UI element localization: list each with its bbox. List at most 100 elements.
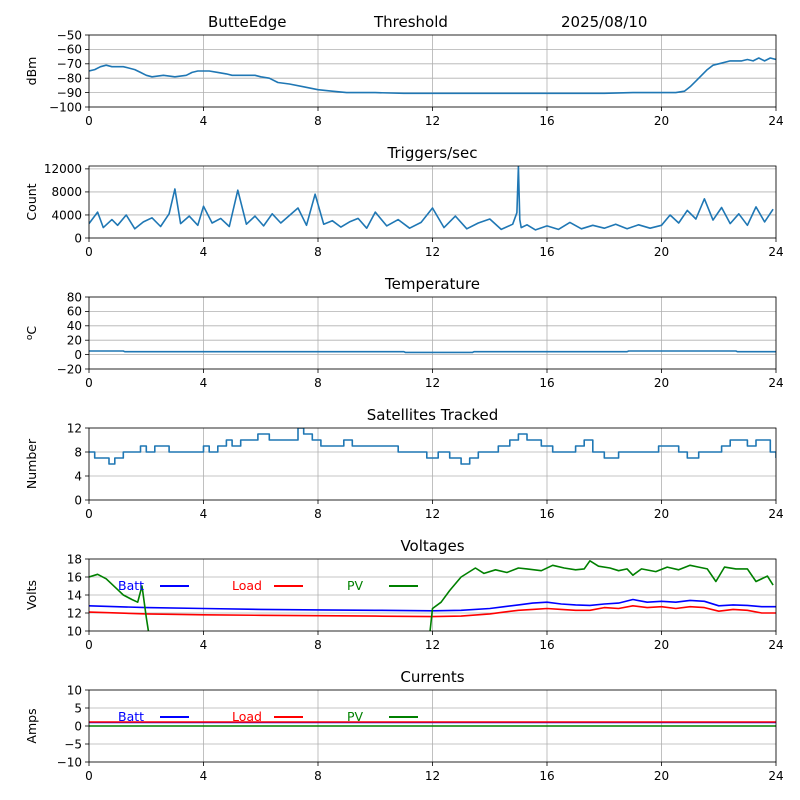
y-tick-label: −10 <box>57 755 82 769</box>
series-line-signal <box>89 57 776 95</box>
y-tick-label: 60 <box>67 305 82 319</box>
legend-label: Load <box>232 709 262 724</box>
x-tick-label: 8 <box>314 245 322 259</box>
legend-label: Load <box>232 578 262 593</box>
x-tick-label: 12 <box>425 114 440 128</box>
legend-label: PV <box>347 709 364 724</box>
y-tick-label: −100 <box>49 100 82 114</box>
legend-item-pv: PV <box>347 709 418 724</box>
x-tick-label: 24 <box>768 114 783 128</box>
x-tick-label: 0 <box>85 769 93 783</box>
y-tick-label: 12 <box>67 421 82 435</box>
legend-label: Batt <box>118 578 144 593</box>
x-tick-label: 16 <box>539 376 554 390</box>
x-tick-label: 16 <box>539 638 554 652</box>
x-tick-label: 12 <box>425 769 440 783</box>
x-tick-label: 4 <box>200 245 208 259</box>
x-tick-label: 16 <box>539 507 554 521</box>
series-line-load <box>89 605 776 618</box>
y-tick-label: −90 <box>57 86 82 100</box>
x-tick-label: 8 <box>314 376 322 390</box>
x-tick-label: 0 <box>85 114 93 128</box>
y-tick-label: −50 <box>57 28 82 42</box>
y-tick-label: 0 <box>74 493 82 507</box>
x-tick-label: 4 <box>200 114 208 128</box>
x-tick-label: 12 <box>425 638 440 652</box>
x-tick-label: 12 <box>425 245 440 259</box>
x-tick-label: 0 <box>85 376 93 390</box>
series-line-satellites <box>89 428 776 465</box>
x-tick-label: 24 <box>768 376 783 390</box>
series-line-triggers <box>89 166 774 231</box>
y-tick-label: 5 <box>74 701 82 715</box>
x-tick-label: 12 <box>425 507 440 521</box>
legend-label: PV <box>347 578 364 593</box>
x-tick-label: 16 <box>539 114 554 128</box>
x-tick-label: 16 <box>539 769 554 783</box>
y-tick-label: 18 <box>67 552 82 566</box>
y-tick-label: 80 <box>67 290 82 304</box>
y-axis-label: Amps <box>24 708 39 743</box>
y-tick-label: 0 <box>74 719 82 733</box>
series-line-batt <box>89 598 776 612</box>
y-tick-label: 10 <box>67 683 82 697</box>
date-label: 2025/08/10 <box>561 13 647 31</box>
x-tick-label: 0 <box>85 245 93 259</box>
series-line-pv <box>89 560 774 631</box>
y-axis-label: Number <box>24 438 39 489</box>
x-tick-label: 20 <box>654 638 669 652</box>
x-tick-label: 0 <box>85 638 93 652</box>
x-tick-label: 4 <box>200 769 208 783</box>
x-tick-label: 24 <box>768 245 783 259</box>
legend-item-pv: PV <box>347 578 418 593</box>
station-name: ButteEdge <box>208 13 287 31</box>
y-axis-label: dBm <box>24 57 39 86</box>
x-tick-label: 4 <box>200 507 208 521</box>
legend-item-batt: Batt <box>118 709 189 724</box>
y-tick-label: −70 <box>57 57 82 71</box>
y-tick-label: −60 <box>57 43 82 57</box>
x-tick-label: 20 <box>654 245 669 259</box>
legend-item-load: Load <box>232 709 303 724</box>
chart-title: Currents <box>400 668 464 686</box>
panel-signal: 0 4 8 12 16 20 24 −100−90−80−70−60−50 dBm <box>24 28 784 128</box>
y-axis-label: Volts <box>24 580 39 610</box>
panel-voltages: 0 4 8 12 16 20 24 10 12 14 16 18 Voltages Volts Batt Lo… <box>24 537 784 652</box>
x-tick-label: 24 <box>768 638 783 652</box>
panel-currents: 0 4 8 12 16 20 24 −10 −5 0 5 10 Currents Amps Batt Load… <box>24 668 784 783</box>
y-tick-label: 0 <box>74 231 82 245</box>
x-tick-label: 8 <box>314 114 322 128</box>
y-tick-label: 40 <box>67 319 82 333</box>
x-tick-label: 20 <box>654 114 669 128</box>
x-tick-label: 12 <box>425 376 440 390</box>
y-tick-label: 4 <box>74 469 82 483</box>
y-tick-label: 20 <box>67 334 82 348</box>
y-axis-label: oC <box>24 326 39 341</box>
series-line-temperature <box>89 350 776 354</box>
chart-title: Triggers/sec <box>387 144 478 162</box>
chart-title: Satellites Tracked <box>367 406 498 424</box>
y-tick-label: 12000 <box>44 162 82 176</box>
y-axis-label: Count <box>24 183 39 220</box>
y-tick-label: 4000 <box>51 208 82 222</box>
chart-title: Voltages <box>400 537 464 555</box>
panel-satellites: 0 4 8 12 16 20 24 0 4 8 12 Satellites Tracked Number <box>24 406 784 521</box>
x-tick-label: 20 <box>654 376 669 390</box>
legend-item-load: Load <box>232 578 303 593</box>
legend-label: Batt <box>118 709 144 724</box>
y-tick-label: 14 <box>67 588 82 602</box>
x-tick-label: 8 <box>314 638 322 652</box>
panel-triggers: 0 4 8 12 16 20 24 0 4000 8000 12000 Triggers/sec Cou… <box>24 144 784 259</box>
x-tick-label: 20 <box>654 769 669 783</box>
mode-label: Threshold <box>373 13 448 31</box>
x-tick-label: 16 <box>539 245 554 259</box>
x-tick-label: 4 <box>200 638 208 652</box>
x-tick-label: 0 <box>85 507 93 521</box>
x-tick-label: 24 <box>768 769 783 783</box>
y-tick-label: 8000 <box>51 185 82 199</box>
y-tick-label: −5 <box>64 737 82 751</box>
y-tick-label: 10 <box>67 624 82 638</box>
x-tick-label: 4 <box>200 376 208 390</box>
